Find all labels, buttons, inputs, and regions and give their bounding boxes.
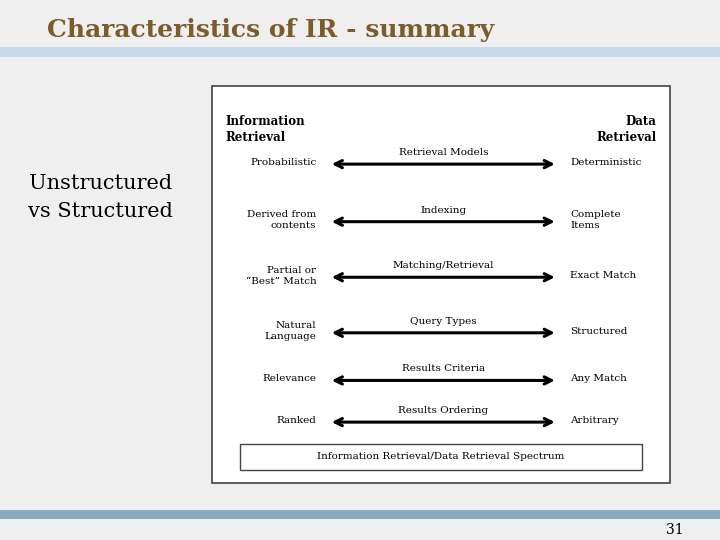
Text: Indexing: Indexing: [420, 206, 467, 215]
Text: Retrieval Models: Retrieval Models: [399, 148, 488, 157]
Text: Information
Retrieval: Information Retrieval: [225, 115, 305, 144]
Bar: [212, 86, 670, 483]
Text: Relevance: Relevance: [262, 374, 316, 383]
Text: Partial or
“Best” Match: Partial or “Best” Match: [246, 266, 316, 286]
Text: Query Types: Query Types: [410, 317, 477, 326]
Bar: [0, 510, 720, 519]
Text: Arbitrary: Arbitrary: [570, 416, 619, 425]
Text: Information Retrieval/Data Retrieval Spectrum: Information Retrieval/Data Retrieval Spe…: [318, 453, 564, 461]
Text: Characteristics of IR - summary: Characteristics of IR - summary: [47, 18, 494, 42]
Text: 31: 31: [667, 523, 684, 537]
Text: Deterministic: Deterministic: [570, 158, 642, 167]
Text: Matching/Retrieval: Matching/Retrieval: [392, 261, 494, 270]
Text: Results Ordering: Results Ordering: [398, 406, 488, 415]
Bar: [240, 444, 642, 470]
Text: Structured: Structured: [570, 327, 628, 336]
Text: Natural
Language: Natural Language: [264, 321, 316, 341]
Text: Results Criteria: Results Criteria: [402, 364, 485, 374]
Text: Data
Retrieval: Data Retrieval: [596, 115, 657, 144]
Text: Unstructured
vs Structured: Unstructured vs Structured: [28, 173, 174, 221]
Text: Derived from
contents: Derived from contents: [247, 210, 316, 230]
Text: Any Match: Any Match: [570, 374, 627, 383]
Text: Complete
Items: Complete Items: [570, 210, 621, 230]
Text: Probabilistic: Probabilistic: [250, 158, 316, 167]
Text: Exact Match: Exact Match: [570, 271, 636, 280]
Text: Ranked: Ranked: [276, 416, 316, 425]
Bar: [0, 47, 720, 57]
